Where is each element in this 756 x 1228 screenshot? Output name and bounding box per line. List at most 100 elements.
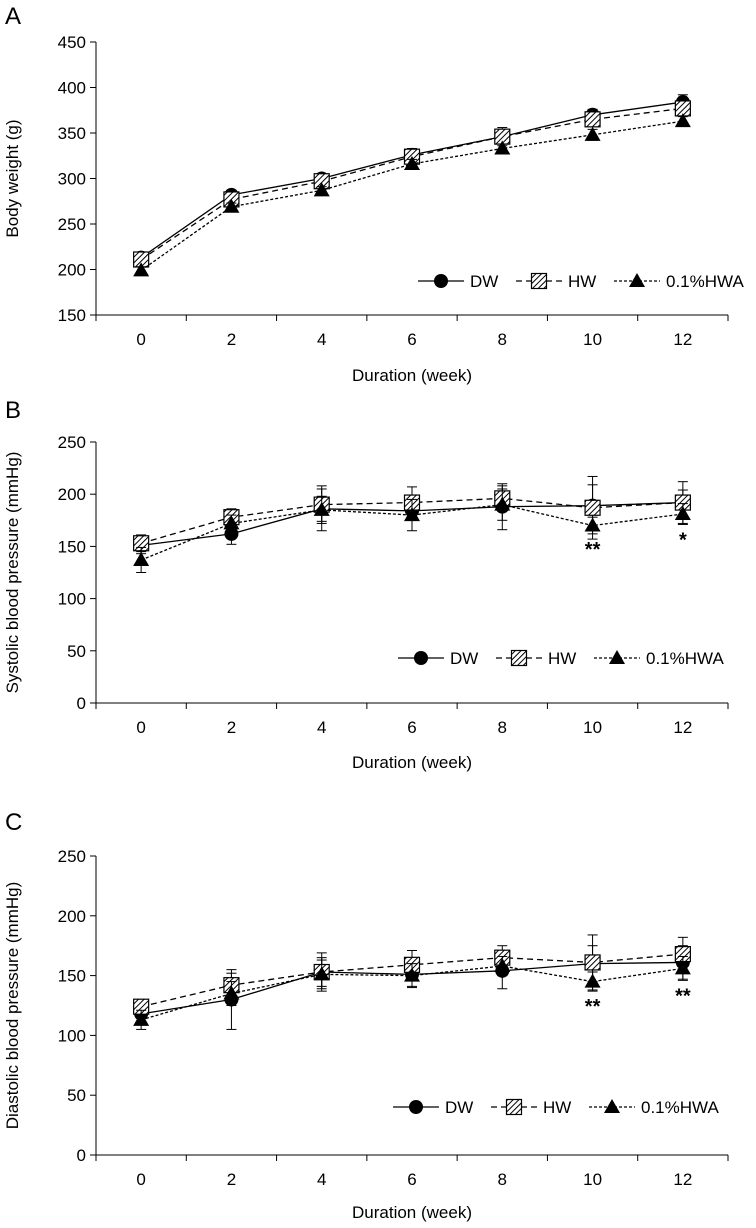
x-tick-label: 0 (136, 330, 145, 349)
data-point (674, 506, 691, 521)
data-point (674, 113, 691, 128)
panel-label: A (5, 3, 21, 30)
x-tick-label: 12 (673, 330, 692, 349)
y-tick-label: 0 (77, 1146, 86, 1165)
legend: DW HW 0.1%HWA (418, 272, 744, 291)
y-tick-label: 300 (58, 170, 86, 189)
data-point (494, 140, 511, 155)
x-axis-title: Duration (week) (352, 1203, 472, 1222)
legend-marker (414, 651, 428, 665)
data-point (494, 496, 511, 511)
chart-panel-b: B 0 50 100 150 200 250 0 2 4 6 8 10 12 Duration (week)… (3, 397, 729, 772)
series-dw (134, 94, 690, 265)
series-hwa (133, 955, 691, 1030)
series-line (140, 101, 683, 259)
x-tick-label: 8 (498, 330, 507, 349)
data-point (674, 960, 691, 975)
y-axis-title: Body weight (g) (3, 119, 22, 237)
x-tick-label: 2 (227, 1170, 236, 1189)
x-tick-label: 12 (673, 718, 692, 737)
series-line (140, 120, 683, 271)
data-point (494, 958, 511, 973)
data-point (223, 515, 240, 530)
y-tick-label: 150 (58, 967, 86, 986)
data-point (313, 966, 330, 981)
legend-marker (629, 273, 645, 287)
data-point (133, 551, 150, 566)
y-tick-label: 100 (58, 590, 86, 609)
data-point (224, 526, 239, 541)
x-tick-label: 4 (317, 330, 326, 349)
x-tick-label: 10 (583, 1170, 602, 1189)
legend-marker (604, 1099, 620, 1113)
x-tick-label: 2 (227, 330, 236, 349)
x-tick-label: 4 (317, 718, 326, 737)
data-point (584, 126, 601, 141)
legend-marker (505, 1098, 523, 1116)
y-tick-label: 400 (58, 79, 86, 98)
y-tick-label: 350 (58, 124, 86, 143)
legend-label: HW (568, 272, 596, 291)
x-tick-label: 4 (317, 1170, 326, 1189)
legend-label: DW (450, 649, 478, 668)
x-tick-label: 0 (136, 1170, 145, 1189)
legend-marker (510, 649, 528, 667)
x-tick-label: 0 (136, 718, 145, 737)
significance-marker: ** (585, 996, 601, 1018)
data-point (223, 198, 240, 213)
x-axis-title: Duration (week) (352, 753, 472, 772)
data-point (584, 517, 601, 532)
legend-marker (434, 274, 448, 288)
legend-marker (409, 1100, 423, 1114)
legend-label: 0.1%HWA (641, 1098, 719, 1117)
chart-panel-a: A 150 200 250 300 350 400 450 0 2 4 6 8 10 12 Duration … (3, 3, 744, 385)
x-tick-label: 6 (407, 718, 416, 737)
y-axis-title: Diastolic blood pressure (mmHg) (3, 882, 22, 1130)
y-tick-label: 100 (58, 1026, 86, 1045)
x-tick-label: 12 (673, 1170, 692, 1189)
legend-label: 0.1%HWA (646, 649, 724, 668)
data-point (584, 499, 601, 516)
legend-label: HW (543, 1098, 571, 1117)
y-tick-label: 200 (58, 261, 86, 280)
y-tick-label: 450 (58, 33, 86, 52)
x-axis-title: Duration (week) (352, 366, 472, 385)
y-tick-label: 250 (58, 847, 86, 866)
data-point (404, 507, 420, 522)
chart-panel-c: C 0 50 100 150 200 250 0 2 4 6 8 10 12 Duration (week)… (3, 809, 729, 1222)
y-tick-label: 200 (58, 907, 86, 926)
data-point (404, 967, 420, 982)
panel-label: B (5, 397, 21, 424)
significance-marker: * (679, 529, 687, 551)
series-line (140, 107, 683, 261)
series-hw (133, 100, 691, 268)
significance-marker: ** (585, 539, 601, 561)
data-point (584, 973, 601, 988)
series-hwa (133, 113, 691, 277)
data-point (584, 111, 601, 128)
x-tick-label: 6 (407, 1170, 416, 1189)
y-tick-label: 200 (58, 485, 86, 504)
data-point (404, 155, 420, 170)
y-axis-title: Systolic blood pressure (mmHg) (3, 452, 22, 694)
x-tick-label: 8 (498, 1170, 507, 1189)
x-tick-label: 6 (407, 330, 416, 349)
legend-label: DW (470, 272, 498, 291)
data-point (313, 182, 330, 197)
x-tick-label: 2 (227, 718, 236, 737)
legend: DW HW 0.1%HWA (398, 649, 724, 668)
data-point (584, 954, 601, 971)
significance-marker: ** (675, 985, 691, 1007)
legend: DW HW 0.1%HWA (393, 1098, 719, 1117)
y-tick-label: 250 (58, 215, 86, 234)
data-point (133, 1011, 150, 1026)
data-point (223, 985, 240, 1000)
y-tick-label: 150 (58, 306, 86, 325)
legend-label: DW (445, 1098, 473, 1117)
data-point (313, 501, 330, 516)
series-hwa (133, 488, 691, 573)
legend-marker (530, 272, 548, 290)
y-tick-label: 250 (58, 433, 86, 452)
y-tick-label: 150 (58, 537, 86, 556)
